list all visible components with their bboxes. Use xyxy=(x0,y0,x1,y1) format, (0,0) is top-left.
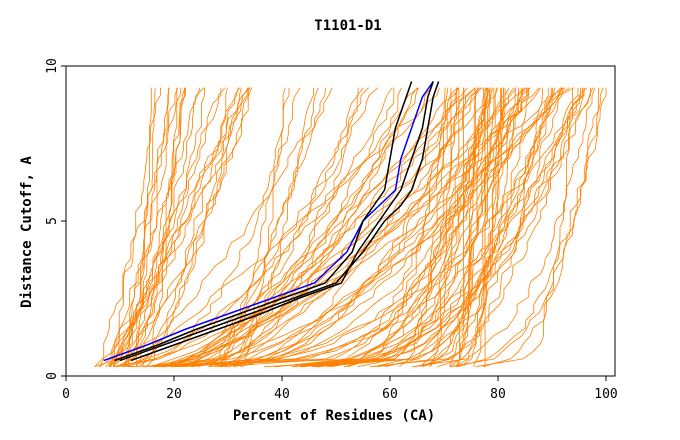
model-series-line xyxy=(105,87,239,368)
model-series-line xyxy=(128,87,201,367)
model-series-line xyxy=(163,87,566,368)
x-tick-label-40: 40 xyxy=(274,387,290,402)
model-series-line xyxy=(143,87,563,368)
model-series-line xyxy=(311,87,457,368)
model-series-line xyxy=(228,87,531,368)
model-series-line xyxy=(126,87,179,367)
model-series-line xyxy=(475,87,573,368)
model-series-line xyxy=(116,87,301,368)
model-series-line xyxy=(412,87,596,368)
model-series-line xyxy=(209,87,460,367)
highlight-series-line-2 xyxy=(114,81,413,362)
model-series-line xyxy=(145,87,240,367)
highlight-series-line-1 xyxy=(103,81,434,362)
model-series-line xyxy=(115,87,333,368)
y-axis: 0 5 10 xyxy=(45,58,66,380)
y-tick-label-10: 10 xyxy=(45,58,60,74)
model-series-line xyxy=(180,87,564,368)
model-series-line xyxy=(459,87,501,368)
model-series-line xyxy=(99,87,169,368)
model-series-line xyxy=(170,87,364,368)
x-axis-label: Percent of Residues (CA) xyxy=(233,408,435,424)
model-series-line xyxy=(293,87,488,368)
y-axis-label: Distance Cutoff, A xyxy=(19,156,35,308)
model-series-line xyxy=(215,87,290,368)
model-series-line xyxy=(220,87,562,368)
model-series-line xyxy=(112,87,205,367)
model-series-line xyxy=(158,87,540,368)
model-series-line xyxy=(108,87,249,368)
x-tick-label-0: 0 xyxy=(62,387,70,402)
model-series-line xyxy=(138,87,228,368)
model-series-line xyxy=(421,87,581,368)
x-tick-label-20: 20 xyxy=(166,387,182,402)
model-series-line xyxy=(135,87,152,367)
model-series-line xyxy=(129,87,186,368)
model-series-line xyxy=(94,87,248,367)
model-series-line xyxy=(121,87,161,367)
model-series-line xyxy=(429,87,460,367)
model-series-line xyxy=(315,87,563,368)
model-series-line xyxy=(419,87,452,368)
model-series-line xyxy=(240,87,570,368)
model-series-line xyxy=(121,87,420,368)
model-series-line xyxy=(112,87,170,368)
model-series-line xyxy=(116,87,440,368)
model-series-line xyxy=(99,87,182,367)
model-series-line xyxy=(210,87,326,367)
x-tick-label-80: 80 xyxy=(490,387,506,402)
x-axis: 0 20 40 60 80 100 xyxy=(62,376,618,402)
model-series-line xyxy=(263,87,530,368)
model-series-line xyxy=(219,87,395,368)
x-tick-label-100: 100 xyxy=(594,387,617,402)
x-tick-label-60: 60 xyxy=(382,387,398,402)
model-series-line xyxy=(399,87,449,368)
y-tick-label-0: 0 xyxy=(45,372,60,380)
model-series-line xyxy=(274,87,594,368)
highlight-series-line-4 xyxy=(130,81,434,362)
model-series-line xyxy=(275,87,588,368)
model-series-line xyxy=(216,87,458,368)
model-series-line xyxy=(221,87,319,368)
highlight-series-line-3 xyxy=(119,81,440,362)
model-series-line xyxy=(300,87,489,368)
model-series-line xyxy=(473,87,491,367)
model-series-line xyxy=(301,87,493,368)
model-series-line xyxy=(114,87,156,367)
chart-title: T1101-D1 xyxy=(314,18,381,34)
model-series-line xyxy=(228,87,517,368)
model-series-line xyxy=(318,87,579,368)
model-series-line xyxy=(213,87,379,368)
highlight-series-group xyxy=(103,81,440,362)
model-series-line xyxy=(456,87,607,368)
model-series-line xyxy=(300,87,495,368)
model-series-line xyxy=(315,87,591,368)
model-series-line xyxy=(171,87,585,368)
model-series-line xyxy=(449,87,476,367)
model-series-line xyxy=(135,87,249,367)
model-series-line xyxy=(162,87,483,368)
model-series-line xyxy=(108,87,186,368)
model-series-line xyxy=(482,87,600,368)
model-series-line xyxy=(108,87,242,367)
model-series-line xyxy=(414,87,519,368)
model-series-line xyxy=(240,87,286,367)
model-series-line xyxy=(150,87,497,368)
model-series-line xyxy=(224,87,480,368)
y-tick-label-5: 5 xyxy=(45,217,60,225)
model-series-line xyxy=(450,87,604,368)
background-series-group xyxy=(94,87,607,368)
model-series-line xyxy=(189,87,432,368)
model-series-line xyxy=(373,87,556,368)
model-series-line xyxy=(154,87,477,368)
model-series-line xyxy=(421,87,516,368)
model-series-line xyxy=(123,87,369,368)
model-series-line xyxy=(292,87,522,368)
model-series-line xyxy=(197,87,418,368)
model-series-line xyxy=(429,87,498,367)
model-series-line xyxy=(457,87,464,367)
model-series-line xyxy=(357,87,488,368)
model-series-line xyxy=(154,87,585,368)
